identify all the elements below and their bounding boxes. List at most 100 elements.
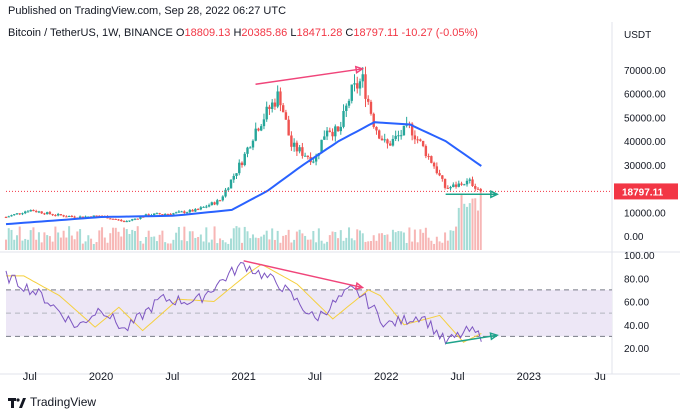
- bullish-divergence-rsi: [445, 334, 498, 345]
- candle-body: [210, 202, 214, 206]
- volume-bar: [348, 227, 351, 250]
- candle-body: [185, 212, 189, 214]
- volume-bar: [334, 232, 337, 250]
- candle-body: [251, 140, 255, 148]
- volume-bar: [372, 235, 375, 250]
- candle-body: [243, 153, 246, 166]
- volume-bar: [194, 237, 197, 250]
- price-tick-label: 0.00: [624, 232, 644, 243]
- volume-bar: [164, 242, 167, 250]
- candle-body: [306, 155, 310, 158]
- candle-body: [213, 202, 216, 205]
- volume-bar: [123, 227, 126, 250]
- candle-body: [114, 218, 117, 220]
- candle-body: [479, 189, 482, 192]
- price-tick-label: 50000.00: [624, 113, 666, 124]
- volume-bar: [224, 242, 227, 250]
- tradingview-logo[interactable]: TradingView: [8, 395, 96, 409]
- volume-bar: [54, 226, 57, 250]
- volume-bar: [304, 235, 307, 250]
- volume-bar: [241, 242, 244, 250]
- volume-bar: [40, 242, 43, 250]
- volume-bar: [471, 198, 474, 250]
- candle-body: [155, 213, 159, 215]
- candle-body: [166, 213, 170, 215]
- volume-bar: [73, 239, 76, 250]
- open-value: 18809.13: [184, 27, 231, 39]
- volume-bar: [180, 240, 183, 250]
- candle-body: [216, 200, 219, 205]
- volume-bar: [5, 239, 7, 250]
- candle-body: [199, 207, 203, 210]
- candle-body: [383, 139, 386, 141]
- candle-body: [290, 135, 293, 147]
- last-price-label: 18797.11: [622, 187, 664, 198]
- candle-body: [427, 156, 430, 158]
- volume-bar: [433, 243, 436, 250]
- candle-body: [54, 215, 57, 217]
- volume-bar: [369, 241, 372, 250]
- candle-body: [10, 215, 13, 217]
- candle-body: [4, 217, 8, 219]
- low-value: 18471.28: [296, 27, 343, 39]
- symbol-label: Bitcoin / TetherUS, 1W, BINANCE: [8, 27, 173, 39]
- volume-bar: [438, 241, 441, 250]
- volume-bar: [463, 203, 466, 250]
- volume-bar: [21, 240, 24, 250]
- volume-bar: [177, 226, 180, 250]
- candle-body: [221, 196, 224, 201]
- volume-bar: [172, 239, 175, 250]
- candle-body: [147, 214, 150, 216]
- volume-bar: [287, 229, 290, 250]
- volume-bar: [43, 232, 46, 250]
- candle-body: [196, 209, 200, 211]
- volume-bar: [158, 234, 161, 250]
- candle-body: [172, 213, 175, 215]
- high-label: H: [233, 27, 242, 39]
- candle-body: [298, 147, 301, 152]
- volume-bar: [175, 232, 178, 250]
- candle-body: [207, 205, 211, 207]
- candle-body: [438, 173, 441, 176]
- volume-bar: [290, 242, 293, 250]
- candle-body: [13, 214, 16, 216]
- volume-bar: [79, 229, 82, 250]
- volume-bar: [70, 235, 73, 250]
- bearish-divergence-price: [255, 68, 363, 85]
- volume-bar: [331, 231, 334, 250]
- volume-bar: [268, 239, 271, 250]
- price-chart[interactable]: 70000.00 60000.00 50000.00 40000.00 30000.00…: [0, 22, 680, 392]
- volume-bar: [109, 233, 112, 250]
- candle-body: [62, 215, 65, 217]
- volume-bar: [413, 229, 416, 250]
- volume-bar: [479, 190, 482, 250]
- volume-bar: [435, 236, 438, 250]
- candle-body: [37, 211, 41, 213]
- candle-body: [476, 188, 480, 190]
- volume-bar: [13, 239, 16, 250]
- candle-body: [457, 183, 460, 187]
- candle-body: [202, 206, 205, 208]
- volume-bar: [298, 229, 301, 250]
- volume-bar: [326, 241, 329, 250]
- volume-bar: [262, 234, 265, 250]
- candle-body: [15, 213, 19, 215]
- volume-bar: [210, 239, 213, 250]
- volume-bar: [230, 238, 233, 250]
- volume-bar: [155, 241, 158, 250]
- volume-bar: [114, 227, 117, 250]
- candle-body: [29, 209, 32, 212]
- volume-bar: [408, 227, 411, 250]
- volume-bar: [446, 240, 449, 250]
- candle-body: [435, 166, 439, 174]
- candle-body: [32, 209, 35, 212]
- volume-bar: [144, 236, 147, 250]
- candle-body: [446, 187, 450, 189]
- candle-body: [471, 179, 474, 187]
- volume-bar: [219, 238, 222, 250]
- volume-bar: [18, 226, 21, 250]
- footer: TradingView: [0, 392, 680, 414]
- volume-bar: [106, 242, 109, 250]
- time-tick-label: Ju: [594, 371, 606, 383]
- volume-bar: [186, 241, 189, 250]
